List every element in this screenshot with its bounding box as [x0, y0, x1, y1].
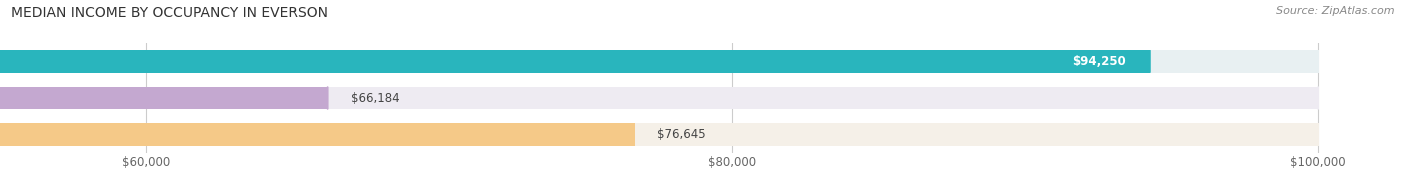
Bar — [0, 123, 1317, 146]
Text: MEDIAN INCOME BY OCCUPANCY IN EVERSON: MEDIAN INCOME BY OCCUPANCY IN EVERSON — [11, 6, 328, 20]
Text: $66,184: $66,184 — [352, 92, 399, 104]
Text: Source: ZipAtlas.com: Source: ZipAtlas.com — [1277, 6, 1395, 16]
Bar — [0, 123, 634, 146]
Text: $94,250: $94,250 — [1073, 55, 1126, 68]
Text: $76,645: $76,645 — [658, 128, 706, 141]
Bar — [0, 50, 1150, 73]
Bar — [0, 87, 328, 109]
Bar — [0, 87, 1317, 109]
Bar — [0, 50, 1317, 73]
